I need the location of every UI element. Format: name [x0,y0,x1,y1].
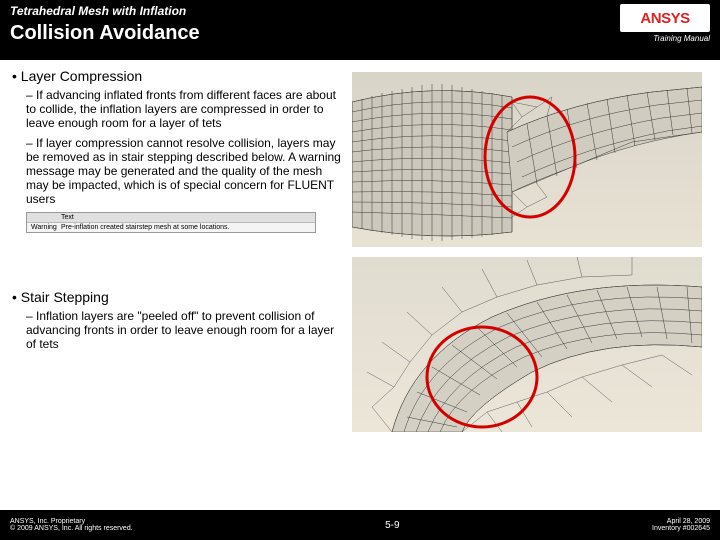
slide-footer: ANSYS, Inc. Proprietary © 2009 ANSYS, In… [0,510,720,540]
slide-content: • Layer Compression If advancing inflate… [0,60,720,500]
slide-title: Collision Avoidance [10,22,200,45]
stair-stepping-section: • Stair Stepping Inflation layers are "p… [12,289,344,351]
footer-left: ANSYS, Inc. Proprietary © 2009 ANSYS, In… [10,518,133,532]
footer-page-number: 5-9 [385,520,399,531]
footer-proprietary: ANSYS, Inc. Proprietary [10,518,133,525]
stair-stepping-bullet-1: Inflation layers are "peeled off" to pre… [26,309,344,351]
layer-compression-bullet-2: If layer compression cannot resolve coll… [26,136,344,206]
slide-header: Tetrahedral Mesh with Inflation Collisio… [0,0,720,60]
slide-subtitle: Tetrahedral Mesh with Inflation [10,4,200,18]
footer-inventory: Inventory #002645 [652,525,710,532]
layer-compression-bullet-1: If advancing inflated fronts from differ… [26,88,344,130]
footer-date: April 28, 2009 [652,518,710,525]
footer-right: April 28, 2009 Inventory #002645 [652,518,710,532]
header-titles: Tetrahedral Mesh with Inflation Collisio… [10,4,200,45]
footer-copyright: © 2009 ANSYS, Inc. All rights reserved. [10,525,133,532]
text-column: • Layer Compression If advancing inflate… [12,68,352,500]
warning-type: Warning [31,224,61,231]
warning-table-header: Text [27,213,315,223]
stair-stepping-heading: • Stair Stepping [12,289,344,305]
layer-compression-heading: • Layer Compression [12,68,344,84]
warning-message-box: Text Warning Pre-inflation created stair… [26,212,316,233]
warning-table-row: Warning Pre-inflation created stairstep … [27,223,315,232]
warning-text: Pre-inflation created stairstep mesh at … [61,224,229,231]
warning-table: Text Warning Pre-inflation created stair… [26,212,316,233]
warning-col2-label: Text [61,214,74,221]
ansys-logo: ANSYS [620,4,710,32]
image-column [352,68,710,500]
mesh-image-top [352,72,702,247]
mesh-image-bottom [352,257,702,432]
warning-col1-label [31,214,61,221]
logo-text: ANSYS [640,10,689,27]
training-manual-label: Training Manual [653,34,710,43]
header-right: ANSYS Training Manual [620,4,710,43]
